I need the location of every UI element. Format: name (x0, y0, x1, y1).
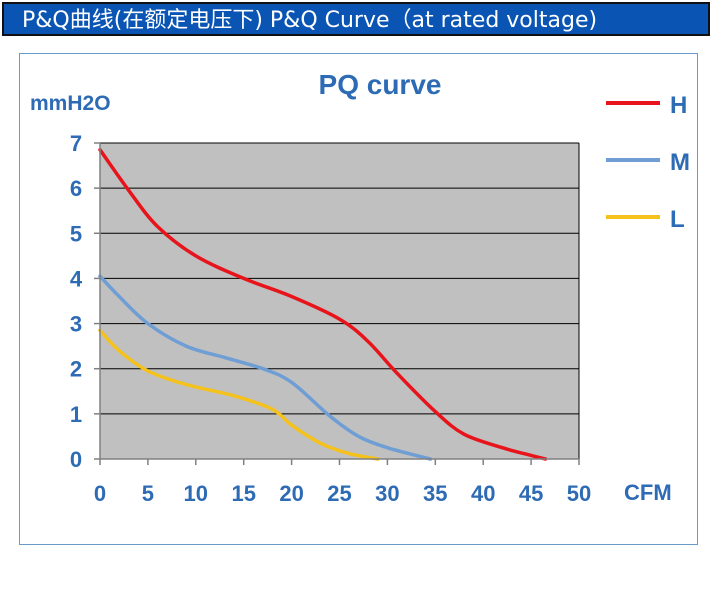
x-tick-label: 0 (94, 481, 106, 506)
y-tick-label: 1 (70, 402, 82, 427)
chart-title: PQ curve (319, 69, 442, 100)
y-tick-label: 2 (70, 357, 82, 382)
series-line-h (98, 148, 548, 461)
x-axis-label: CFM (624, 480, 672, 505)
x-tick-label: 20 (279, 481, 303, 506)
series-line-l (98, 328, 380, 461)
x-tick-label: 50 (567, 481, 591, 506)
y-axis-label: mmH2O (30, 92, 111, 115)
y-tick-label: 0 (70, 447, 82, 472)
x-tick-label: 15 (231, 481, 255, 506)
x-tick-label: 40 (471, 481, 495, 506)
x-tick-label: 35 (423, 481, 447, 506)
y-tick-label: 3 (70, 312, 82, 337)
header-title-bar: P&Q曲线(在额定电压下) P&Q Curve（at rated voltage… (2, 2, 710, 36)
y-tick-label: 7 (70, 131, 82, 156)
legend-label-m: M (670, 149, 690, 176)
legend-label-l: L (670, 206, 685, 233)
y-tick-label: 4 (70, 266, 83, 291)
x-tick-label: 25 (327, 481, 351, 506)
y-tick-label: 5 (70, 221, 82, 246)
x-tick-label: 30 (375, 481, 399, 506)
series-line-m (98, 274, 433, 461)
x-tick-label: 10 (184, 481, 208, 506)
legend-label-h: H (670, 92, 687, 119)
y-tick-label: 6 (70, 176, 82, 201)
x-tick-label: 5 (142, 481, 154, 506)
x-tick-label: 45 (519, 481, 543, 506)
plot-area (100, 143, 579, 459)
header-title: P&Q曲线(在额定电压下) P&Q Curve（at rated voltage… (22, 8, 598, 33)
